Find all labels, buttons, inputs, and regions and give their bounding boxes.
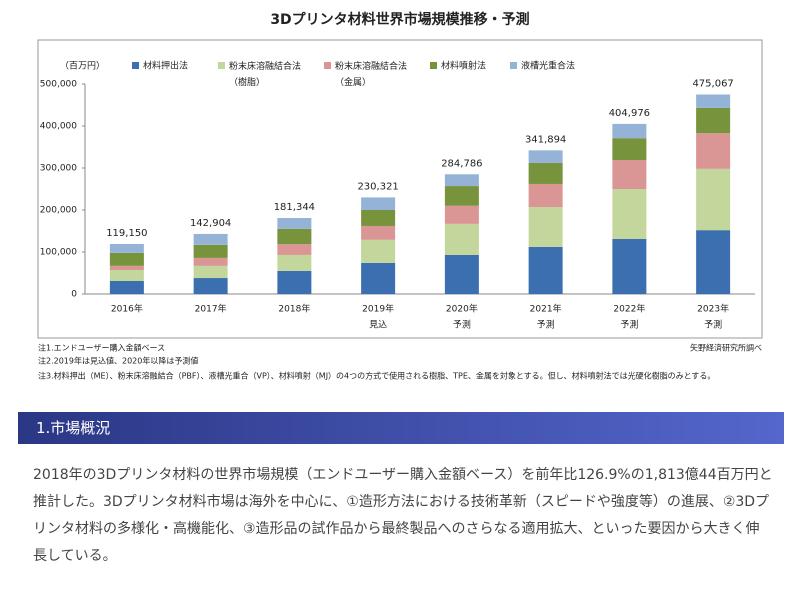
bar-segment xyxy=(193,233,228,245)
bar-segment xyxy=(612,160,647,189)
legend-label: 液槽光重合法 xyxy=(521,60,575,72)
unit-label: （百万円） xyxy=(60,61,105,72)
bar-segment xyxy=(444,223,479,255)
bar-segment xyxy=(109,244,144,253)
bar-segment xyxy=(361,262,396,294)
bar-segment xyxy=(528,246,563,294)
chart-frame xyxy=(37,39,763,339)
bar-segment xyxy=(444,205,479,224)
total-label: 119,150 xyxy=(106,228,147,239)
bar-segment xyxy=(361,197,396,210)
x-tick-label: 2016年 xyxy=(111,303,143,315)
bar-segment xyxy=(361,225,396,240)
bar-segment xyxy=(277,228,312,245)
bar-segment xyxy=(109,270,144,281)
total-label: 404,976 xyxy=(609,108,650,119)
bar-segment xyxy=(277,217,312,229)
bar-segment xyxy=(612,238,647,294)
legend-swatch xyxy=(510,62,517,69)
bar-segment xyxy=(696,230,731,294)
bar-segment xyxy=(696,133,731,169)
bar-segment xyxy=(109,265,144,271)
bar-segment xyxy=(277,270,312,294)
x-tick-label: 2020年 xyxy=(446,303,478,315)
total-label: 341,894 xyxy=(525,134,566,145)
x-tick-label: 2018年 xyxy=(278,303,310,315)
x-tick-label: 2017年 xyxy=(195,303,227,315)
section-heading: 1.市場概況 xyxy=(18,412,784,444)
bar-segment xyxy=(193,257,228,266)
y-tick-label: 500,000 xyxy=(40,80,77,90)
bar-segment xyxy=(528,183,563,208)
legend-label: 粉末床溶融結合法（樹脂） xyxy=(229,60,301,88)
bar-segment xyxy=(444,174,479,187)
bar-segment xyxy=(696,107,731,134)
total-label: 475,067 xyxy=(692,78,733,89)
chart: 3Dプリンタ材料世界市場規模推移・予測 （百万円） 注1.エンドユーザー購入金額… xyxy=(37,11,763,381)
y-tick-label: 0 xyxy=(71,290,77,300)
y-tick-label: 200,000 xyxy=(40,206,77,216)
bar-segment xyxy=(696,94,731,108)
bar-segment xyxy=(277,254,312,271)
note: 注3.材料押出（ME）、粉末床溶融結合（PBF）、液槽光重合（VP）、材料噴射（… xyxy=(38,371,715,381)
legend-label: 材料押出法 xyxy=(143,60,188,72)
total-label: 142,904 xyxy=(190,218,231,229)
y-tick-label: 100,000 xyxy=(40,248,77,258)
legend-swatch xyxy=(132,62,139,69)
x-tick-label: 2022年 xyxy=(613,303,645,315)
bar-segment xyxy=(444,186,479,206)
bar-segment xyxy=(277,244,312,255)
bar-segment xyxy=(528,150,563,163)
bar-segment xyxy=(361,239,396,263)
x-tick-note: 予測 xyxy=(537,319,555,331)
section-paragraph: 2018年の3Dプリンタ材料の世界市場規模（エンドユーザー購入金額ベース）を前年… xyxy=(33,467,773,564)
note: 注2.2019年は見込値、2020年以降は予測値 xyxy=(38,356,198,366)
x-tick-label: 2019年 xyxy=(362,303,394,315)
total-label: 230,321 xyxy=(357,181,398,192)
note: 注1.エンドユーザー購入金額ベース xyxy=(38,343,165,353)
bar-segment xyxy=(361,210,396,226)
legend-swatch xyxy=(430,62,437,69)
bar-segment xyxy=(193,265,228,279)
total-label: 284,786 xyxy=(441,158,482,169)
legend-label: 材料噴射法 xyxy=(441,60,486,72)
y-tick-label: 300,000 xyxy=(40,164,77,174)
bar-segment xyxy=(528,162,563,184)
source: 矢野経済研究所調べ xyxy=(690,343,762,353)
total-label: 181,344 xyxy=(274,202,315,213)
x-tick-label: 2021年 xyxy=(530,303,562,315)
legend-label: 粉末床溶融結合法（金属） xyxy=(335,60,407,88)
bar-segment xyxy=(612,189,647,239)
x-tick-note: 予測 xyxy=(453,319,471,331)
bar-segment xyxy=(612,123,647,139)
bar-segment xyxy=(193,278,228,294)
bar-segment xyxy=(612,138,647,161)
bar-segment xyxy=(193,244,228,258)
bar-segment xyxy=(444,254,479,294)
bar-segment xyxy=(528,207,563,247)
x-tick-label: 2023年 xyxy=(697,303,729,315)
y-tick-label: 400,000 xyxy=(40,122,77,132)
x-tick-note: 予測 xyxy=(620,319,638,331)
legend-swatch xyxy=(324,62,331,69)
bar-segment xyxy=(109,252,144,266)
legend-swatch xyxy=(218,62,225,69)
bar-segment xyxy=(696,168,731,231)
bar-segment xyxy=(109,280,144,294)
x-tick-note: 見込 xyxy=(369,320,387,331)
x-tick-note: 予測 xyxy=(704,319,722,331)
chart-title: 3Dプリンタ材料世界市場規模推移・予測 xyxy=(270,11,529,28)
